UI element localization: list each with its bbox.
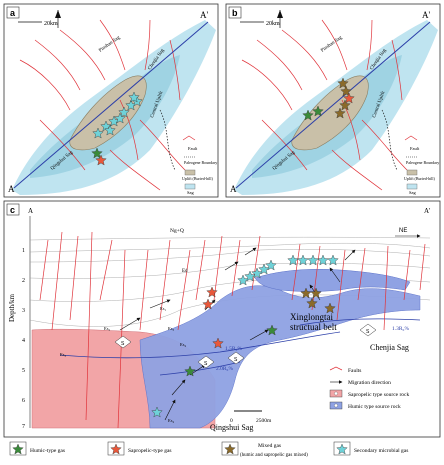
migration-arrows	[119, 247, 356, 421]
endpoint-start-a: A	[8, 184, 15, 194]
panel-letter-box-a	[6, 6, 20, 19]
strata-label: Es₁	[160, 306, 167, 311]
scale-label-a: 20km	[44, 21, 58, 27]
svg-text:Paleogene Boundary: Paleogene Boundary	[184, 160, 217, 165]
faults	[241, 19, 408, 191]
svg-text:(humic and sapropelic gas mixe: (humic and sapropelic gas mixed)	[240, 453, 308, 458]
endpoint-start-c: A	[28, 207, 33, 215]
depth-tick: 6	[22, 398, 25, 404]
panel-c: c A A' NE Depth/km 1 2 3 4 5 6 7	[3, 200, 441, 438]
section-scale-end: 2500m	[256, 418, 272, 424]
section-faults	[39, 231, 426, 429]
strata-label: Ng+Q	[170, 228, 184, 234]
ro-label: 2.0R₀%	[216, 366, 233, 372]
strata-label: Es₃	[60, 352, 67, 357]
svg-text:Mixed gas: Mixed gas	[258, 443, 281, 449]
svg-text:Migration direction: Migration direction	[348, 380, 391, 386]
ro-label: 1.3R₀%	[392, 326, 409, 332]
gas-stars-b	[302, 77, 355, 121]
section-legend: Faults Migration direction Sapropelic ty…	[329, 366, 409, 410]
svg-text:Uplift (Buried-hill): Uplift (Buried-hill)	[404, 176, 435, 181]
svg-text:Sag: Sag	[187, 190, 195, 195]
map-legend-b: Fault Paleogene Boundary Uplift (Buried-…	[404, 135, 439, 195]
depth-tick: 4	[22, 338, 25, 344]
legend-item-sapropelic: Sapropelic-type gas	[107, 441, 172, 456]
svg-text:Paleogene Boundary: Paleogene Boundary	[406, 160, 439, 165]
depth-tick: 3	[22, 308, 25, 314]
panel-letter-box-b	[228, 6, 242, 19]
strata-label: Es₄	[168, 418, 175, 423]
svg-text:Sag: Sag	[409, 190, 417, 195]
depth-axis-label: Depth/km	[8, 293, 16, 322]
endpoint-end-b: A'	[422, 10, 430, 20]
ro-contour	[159, 361, 241, 376]
strata-label: Ed	[182, 269, 188, 274]
place-label: Xinglongtai	[290, 312, 333, 322]
direction-label: NE	[399, 228, 407, 234]
ro-label: 1.5R₀%	[225, 346, 242, 352]
svg-text:Humic type source rock: Humic type source rock	[348, 404, 401, 410]
depth-tick: 2	[22, 278, 25, 284]
svg-text:Fault: Fault	[410, 146, 420, 151]
svg-text:Humic-type gas: Humic-type gas	[30, 448, 65, 454]
legend-item-mixed: Mixed gas (humic and sapropelic gas mixe…	[221, 441, 308, 458]
panel-b: 20km b A' A Pinshan Sag Chenjia Sag Qing…	[225, 3, 441, 198]
svg-text:Uplift (Buried-hill): Uplift (Buried-hill)	[182, 176, 213, 181]
panel-letter-box-c	[6, 203, 20, 216]
humic-source-rock	[139, 285, 421, 429]
place-label: structual belt	[290, 322, 337, 332]
uplift-region	[69, 75, 147, 151]
svg-text:S: S	[204, 361, 208, 367]
legend-item-humic: Humic-type gas	[9, 441, 65, 456]
faults	[19, 19, 186, 191]
depth-tick: 1	[22, 248, 25, 254]
svg-text:Secondary microbial gas: Secondary microbial gas	[354, 448, 408, 454]
svg-text:Faults: Faults	[348, 368, 361, 374]
place-label: Qingshui Sag	[210, 423, 253, 432]
ro-contour	[299, 318, 421, 326]
svg-text:S: S	[366, 329, 370, 335]
scale-label-b: 20km	[266, 21, 280, 27]
depth-tick: 5	[22, 368, 25, 374]
gas-stars-a	[91, 91, 143, 166]
panel-a: 20km a A' A Pinshan Sag Chenjia Sag Qing…	[3, 3, 219, 198]
svg-text:Sapropelic-type gas: Sapropelic-type gas	[128, 448, 172, 454]
section-line	[235, 21, 431, 189]
svg-text:S: S	[234, 357, 238, 363]
gas-stars-c	[151, 254, 339, 418]
strata-label: Es₃	[168, 326, 175, 331]
paleogene-boundary	[381, 109, 398, 171]
endpoint-end-c: A'	[424, 207, 430, 215]
panel-letter-c: c	[10, 205, 15, 215]
svg-text:S: S	[121, 341, 125, 347]
strata-lines	[29, 236, 431, 327]
strata-label: Es₂	[104, 326, 111, 331]
panel-letter-a: a	[10, 8, 16, 18]
strata-label: Es₄	[180, 342, 187, 347]
depth-ticks: 1 2 3 4 5 6 7	[22, 248, 25, 430]
source-markers: S S S S	[114, 323, 377, 369]
place-label: Chenjia Sag	[370, 343, 409, 352]
section-scale-zero: 0	[230, 418, 233, 424]
endpoint-end-a: A'	[200, 10, 208, 20]
ro-contour	[59, 331, 341, 359]
depth-tick: 7	[22, 424, 25, 430]
svg-text:Sapropelic type source rock: Sapropelic type source rock	[348, 392, 409, 398]
bottom-legend: Humic-type gas Sapropelic-type gas Mixed…	[9, 441, 408, 458]
paleogene-boundary	[159, 109, 176, 171]
endpoint-start-b: A	[230, 184, 237, 194]
section-line	[13, 21, 209, 189]
legend-item-microbial: Secondary microbial gas	[333, 441, 408, 456]
map-legend-a: Fault Paleogene Boundary Uplift (Buried-…	[182, 135, 217, 195]
svg-text:Fault: Fault	[188, 146, 198, 151]
panel-letter-b: b	[232, 8, 238, 18]
